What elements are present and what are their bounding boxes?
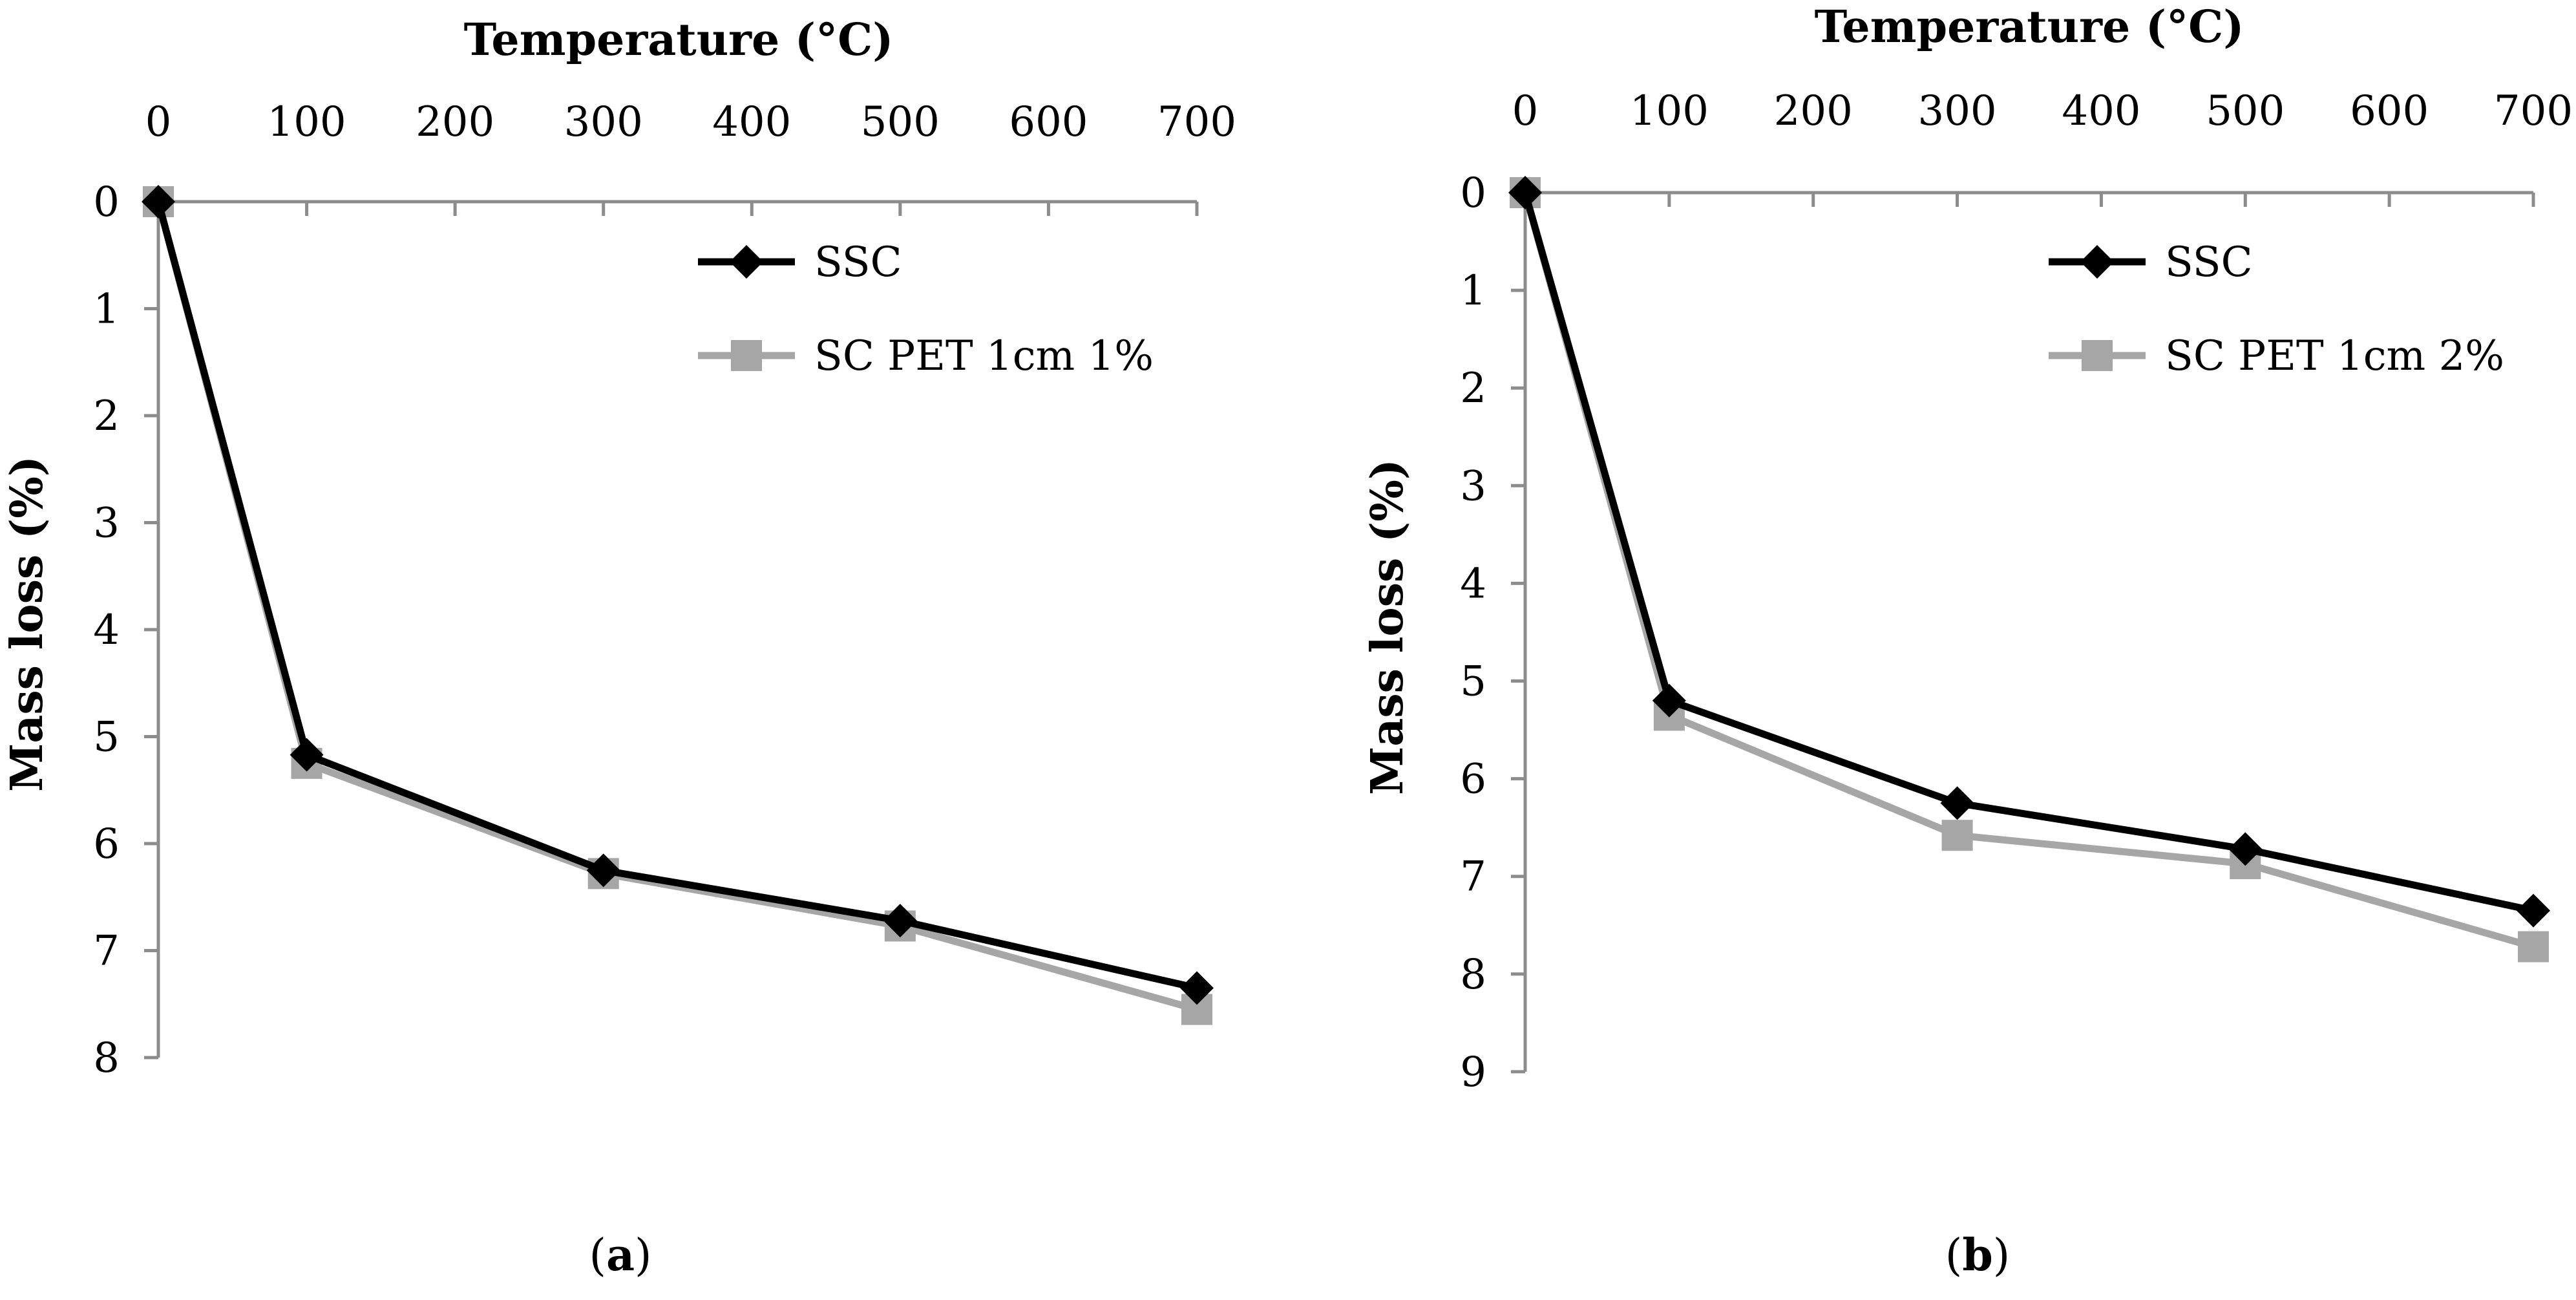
data-point xyxy=(2228,832,2263,866)
data-point xyxy=(1940,786,1974,820)
data-point xyxy=(1941,820,1973,851)
x-tick-label: 0 xyxy=(1512,87,1539,135)
y-tick-label: 7 xyxy=(93,928,120,975)
x-tick-label: 600 xyxy=(1009,98,1088,146)
y-tick-label: 2 xyxy=(93,392,120,440)
data-point xyxy=(1652,683,1686,718)
series-line xyxy=(154,200,1198,1013)
y-tick-label: 5 xyxy=(1460,658,1486,706)
x-tick-label: 400 xyxy=(2062,87,2140,135)
x-tick-label: 600 xyxy=(2350,87,2429,135)
x-tick-label: 400 xyxy=(712,98,791,146)
series-line xyxy=(1521,191,2535,950)
legend-marker xyxy=(2082,340,2113,371)
series-ssc xyxy=(142,185,1214,1005)
series-line xyxy=(154,200,1198,992)
x-tick-label: 500 xyxy=(861,98,940,146)
series-ssc xyxy=(1508,176,2550,928)
data-point xyxy=(142,185,175,218)
data-point xyxy=(586,853,620,888)
y-tick-label: 0 xyxy=(93,178,120,226)
data-point xyxy=(1508,176,1542,209)
x-tick-label: 300 xyxy=(1917,87,1996,135)
y-tick-label: 4 xyxy=(93,606,120,654)
x-tick-label: 100 xyxy=(267,98,346,146)
legend-label: SSC xyxy=(2165,239,2253,286)
legend-marker xyxy=(730,245,763,279)
x-tick-label: 500 xyxy=(2206,87,2285,135)
y-tick-label: 3 xyxy=(93,500,120,548)
legend-marker xyxy=(731,340,762,371)
y-tick-label: 1 xyxy=(93,286,120,334)
series-sc-pet xyxy=(1510,177,2549,963)
panel-caption: (a) xyxy=(589,1230,651,1281)
y-tick-label: 0 xyxy=(1460,169,1486,217)
legend: SSC SC PET 1cm 2% xyxy=(2049,239,2504,380)
series-line xyxy=(1521,191,2535,914)
legend-label: SC PET 1cm 1% xyxy=(814,332,1154,380)
y-axis-title: Mass loss (%) xyxy=(1362,459,1413,795)
x-tick-label: 200 xyxy=(1774,87,1853,135)
x-tick-label: 700 xyxy=(2494,87,2573,135)
chart-panel-b: 0 100 200 300 400 500 600 700 0 1 2 3 4 5 6 7 8 9 Temperat… xyxy=(1362,1,2573,1281)
data-point xyxy=(290,738,324,772)
x-axis-title: Temperature (°C) xyxy=(1815,1,2244,53)
data-point xyxy=(2518,931,2549,963)
y-tick-label: 8 xyxy=(93,1034,120,1082)
series-sc-pet xyxy=(143,186,1212,1025)
data-point xyxy=(883,904,917,938)
x-axis-title: Temperature (°C) xyxy=(464,14,894,66)
y-axis-title: Mass loss (%) xyxy=(1,456,53,792)
x-tick-label: 300 xyxy=(564,98,643,146)
y-tick-label: 1 xyxy=(1460,267,1486,315)
y-tick-label: 6 xyxy=(93,820,120,868)
legend-label: SSC xyxy=(814,239,902,286)
y-tick-label: 5 xyxy=(93,714,120,762)
chart-panel-a: 0 100 200 300 400 500 600 700 0 1 2 3 4 5 6 7 8 Temperatu… xyxy=(1,14,1236,1281)
y-tick-label: 6 xyxy=(1460,756,1486,804)
y-tick-label: 9 xyxy=(1460,1049,1486,1096)
legend-marker xyxy=(2080,245,2114,279)
legend-label: SC PET 1cm 2% xyxy=(2165,332,2504,380)
y-tick-label: 2 xyxy=(1460,365,1486,412)
x-tick-label: 700 xyxy=(1157,98,1236,146)
panel-caption: (b) xyxy=(1945,1230,2011,1281)
y-tick-label: 8 xyxy=(1460,951,1486,999)
legend: SSC SC PET 1cm 1% xyxy=(698,239,1154,380)
y-tick-label: 3 xyxy=(1460,462,1486,510)
x-tick-label: 0 xyxy=(145,98,172,146)
y-tick-label: 7 xyxy=(1460,853,1486,901)
x-tick-label: 100 xyxy=(1630,87,1709,135)
x-tick-label: 200 xyxy=(416,98,494,146)
y-tick-label: 4 xyxy=(1460,560,1486,608)
data-point xyxy=(1180,971,1214,1005)
data-point xyxy=(2517,893,2550,928)
